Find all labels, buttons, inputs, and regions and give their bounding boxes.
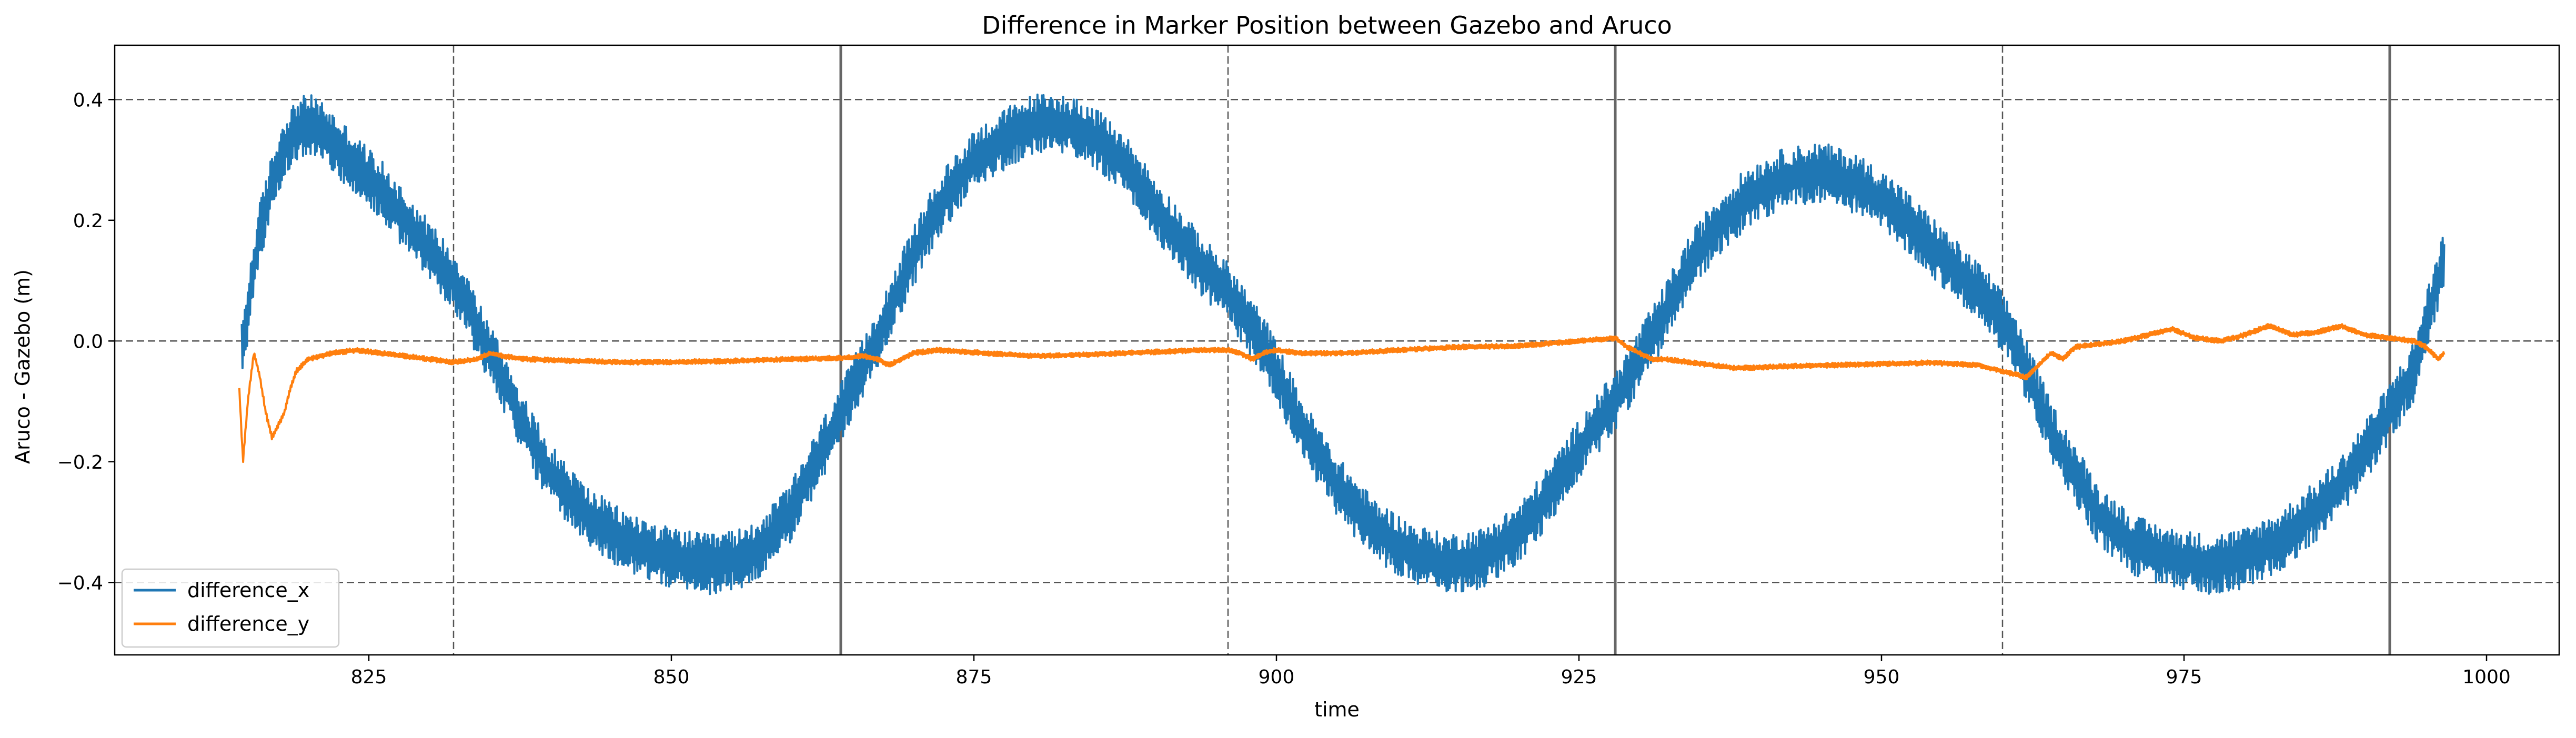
x-tick-label: 975 <box>2166 666 2202 688</box>
x-axis: 825 850 875 900 925 950 975 1000 <box>351 655 2511 688</box>
y-axis-label: Aruco - Gazebo (m) <box>11 269 34 464</box>
y-tick-label: 0.2 <box>73 210 103 232</box>
legend: difference_x difference_y <box>121 568 340 648</box>
x-axis-label: time <box>1314 698 1360 721</box>
series-line-difference_y <box>238 323 2446 463</box>
x-tick-label: 925 <box>1561 666 1597 688</box>
x-tick-label: 900 <box>1259 666 1295 688</box>
y-axis: −0.4 −0.2 0.0 0.2 0.4 <box>57 89 115 594</box>
x-tick-label: 875 <box>956 666 992 688</box>
reference-lines <box>115 45 2559 655</box>
plot-area <box>114 44 2560 656</box>
legend-label-difference_x: difference_x <box>187 579 309 602</box>
x-tick-label: 825 <box>351 666 387 688</box>
plot-frame <box>114 44 2560 656</box>
legend-label-difference_y: difference_y <box>187 612 309 635</box>
chart-title: Difference in Marker Position between Ga… <box>982 11 1672 39</box>
y-tick-label: 0.0 <box>73 331 103 352</box>
x-tick-label: 1000 <box>2462 666 2511 688</box>
legend-box <box>121 568 340 648</box>
x-tick-label: 850 <box>653 666 690 688</box>
series-layer <box>238 93 2446 595</box>
y-tick-label: −0.2 <box>57 452 103 473</box>
y-tick-label: −0.4 <box>57 572 103 594</box>
series-line-difference_x <box>240 93 2446 595</box>
y-tick-label: 0.4 <box>73 89 103 111</box>
x-tick-label: 950 <box>1864 666 1900 688</box>
